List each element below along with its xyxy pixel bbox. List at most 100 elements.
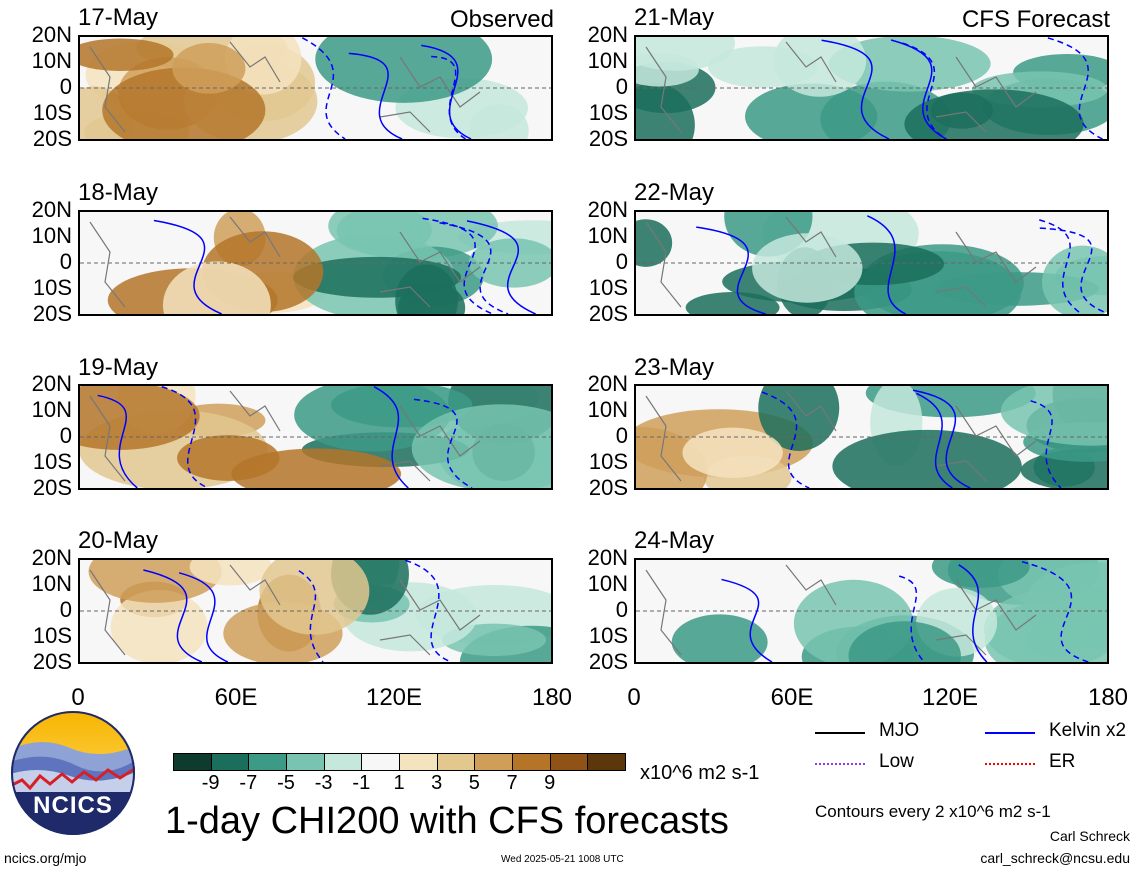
- colorbar-swatch: [361, 753, 400, 771]
- lat-label-20n: 20N: [587, 545, 628, 570]
- legend-label-low: Low: [879, 751, 914, 772]
- lat-label-20s: 20S: [32, 301, 72, 326]
- lat-label-20s: 20S: [32, 649, 72, 674]
- panel-date-observed-3: 19-May: [78, 354, 159, 381]
- lat-label-0: 0: [615, 249, 628, 274]
- lat-label-10s: 10S: [588, 623, 628, 648]
- ncics-logo: NCICS: [10, 710, 136, 836]
- lat-label-10s: 10S: [32, 449, 72, 474]
- lat-label-10n: 10N: [31, 397, 72, 422]
- map-panel-observed-2: [78, 210, 553, 316]
- colorbar-tick-label: 3: [431, 772, 443, 794]
- panel-date-observed-1: 17-May: [78, 4, 159, 31]
- lon-label-right-120e: 120E: [921, 684, 979, 711]
- colorbar-tick-label: 9: [544, 772, 556, 794]
- colorbar: [173, 753, 626, 771]
- lat-label-20n: 20N: [587, 22, 628, 47]
- legend-line-mjo: [815, 732, 865, 734]
- colorbar-swatch: [323, 753, 363, 771]
- colorbar-tick-label: -3: [314, 772, 333, 794]
- colorbar-tick-label: 7: [506, 772, 518, 794]
- lat-label-20s: 20S: [32, 126, 72, 151]
- lon-label-left-120e: 120E: [365, 684, 423, 711]
- lat-label-10s: 10S: [588, 100, 628, 125]
- map-panel-forecast-3: [634, 384, 1109, 490]
- colorbar-swatch: [210, 753, 250, 771]
- figure-title: 1-day CHI200 with CFS forecasts: [165, 800, 729, 842]
- legend-label-er: ER: [1049, 751, 1076, 772]
- lat-label-10s: 10S: [32, 100, 72, 125]
- lat-label-20s: 20S: [32, 475, 72, 500]
- lat-label-20n: 20N: [587, 197, 628, 222]
- colorbar-swatch: [587, 753, 626, 771]
- colorbar-tick-label: -1: [352, 772, 371, 794]
- observed-label: Observed: [449, 6, 554, 33]
- legend-line-kelvin: [985, 732, 1035, 734]
- lat-label-20n: 20N: [31, 371, 72, 396]
- colorbar-swatch: [173, 753, 212, 771]
- colorbar-swatch: [549, 753, 589, 771]
- lat-label-20s: 20S: [588, 126, 628, 151]
- lat-label-20n: 20N: [31, 22, 72, 47]
- panel-date-forecast-4: 24-May: [634, 527, 715, 554]
- lat-label-10n: 10N: [31, 48, 72, 73]
- lat-label-10n: 10N: [587, 397, 628, 422]
- lat-label-10n: 10N: [587, 571, 628, 596]
- legend-line-low: [815, 763, 865, 765]
- colorbar-tick-label: -5: [277, 772, 295, 794]
- lon-label-right-60e: 60E: [770, 684, 814, 711]
- footer-email: carl_schreck@ncsu.edu: [980, 850, 1130, 866]
- colorbar-swatch: [286, 753, 325, 771]
- lat-label-10s: 10S: [32, 275, 72, 300]
- panel-date-forecast-1: 21-May: [634, 4, 715, 31]
- colorbar-tick-label: -9: [201, 772, 220, 794]
- lat-label-20s: 20S: [588, 475, 628, 500]
- map-panel-forecast-2: [634, 210, 1109, 316]
- map-panel-observed-1: [78, 35, 553, 141]
- forecast-label: CFS Forecast: [961, 6, 1110, 33]
- lat-label-10s: 10S: [32, 623, 72, 648]
- map-panel-observed-3: [78, 384, 553, 490]
- colorbar-swatch: [248, 753, 287, 771]
- footer-author: Carl Schreck: [1049, 828, 1130, 844]
- lat-label-0: 0: [59, 74, 72, 99]
- lat-label-10n: 10N: [31, 223, 72, 248]
- colorbar-tick-label: 5: [468, 772, 480, 794]
- lat-label-20n: 20N: [31, 545, 72, 570]
- footer-url: ncics.org/mjo: [4, 850, 87, 866]
- logo-text: NCICS: [33, 792, 113, 819]
- lat-label-0: 0: [615, 597, 628, 622]
- legend-line-er: [985, 763, 1035, 765]
- lat-label-0: 0: [59, 423, 72, 448]
- panel-date-forecast-2: 22-May: [634, 179, 715, 206]
- lat-label-20n: 20N: [587, 371, 628, 396]
- legend-label-kelvin: Kelvin x2: [1049, 720, 1127, 741]
- contour-legend: MJO Kelvin x2 Low ER: [815, 720, 1126, 790]
- lat-label-20s: 20S: [588, 649, 628, 674]
- lat-label-10n: 10N: [587, 48, 628, 73]
- lat-label-10s: 10S: [588, 449, 628, 474]
- lon-label-left-60e: 60E: [214, 684, 258, 711]
- panel-date-observed-4: 20-May: [78, 527, 159, 554]
- lat-label-0: 0: [59, 597, 72, 622]
- legend-label-mjo: MJO: [879, 720, 920, 741]
- lat-label-10n: 10N: [31, 571, 72, 596]
- colorbar-swatch: [512, 753, 551, 771]
- lon-label-right-0: 0: [627, 684, 641, 711]
- panel-date-forecast-3: 23-May: [634, 354, 715, 381]
- lon-label-left-0: 0: [71, 684, 85, 711]
- lon-label-right-180: 180: [1087, 684, 1129, 711]
- lat-label-20s: 20S: [588, 301, 628, 326]
- map-panel-forecast-1: [634, 35, 1109, 141]
- footer-timestamp: Wed 2025-05-21 1008 UTC: [501, 854, 624, 865]
- contour-note: Contours every 2 x10^6 m2 s-1: [815, 802, 1051, 821]
- colorbar-swatch: [399, 753, 438, 771]
- colorbar-tick-label: -7: [239, 772, 258, 794]
- lat-label-0: 0: [59, 249, 72, 274]
- map-panel-observed-4: [78, 558, 553, 664]
- colorbar-swatch: [436, 753, 476, 771]
- colorbar-tick-label: 1: [393, 772, 405, 794]
- lat-label-10n: 10N: [587, 223, 628, 248]
- lat-label-0: 0: [615, 423, 628, 448]
- map-panel-forecast-4: [634, 558, 1109, 664]
